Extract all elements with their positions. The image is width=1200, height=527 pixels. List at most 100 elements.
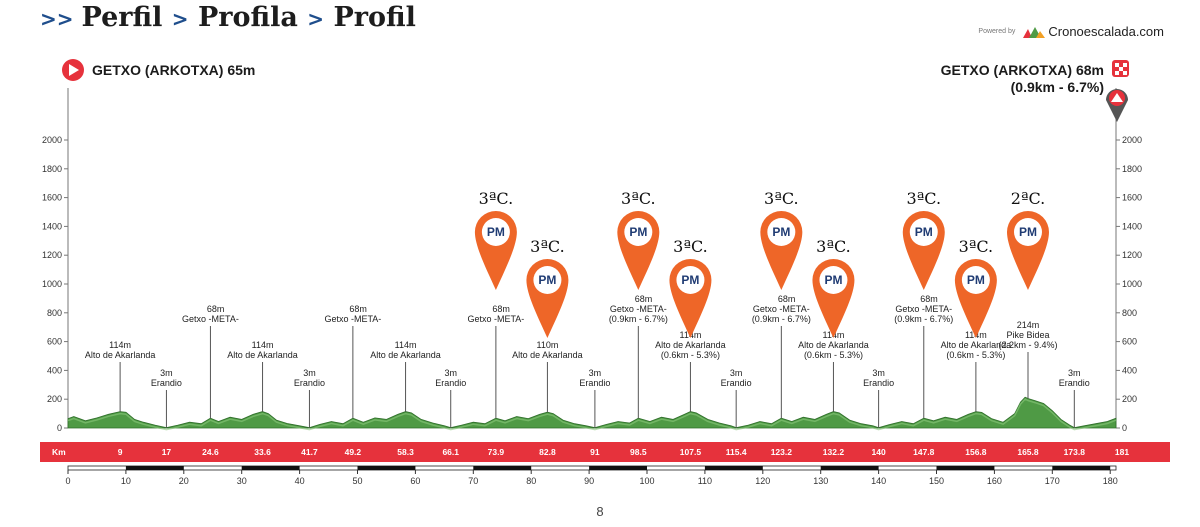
km-bar-title: Km [52, 447, 66, 457]
climb-marker: PM 3ªC. [812, 237, 855, 338]
annotation-elevation: 110m [536, 340, 558, 350]
annotation-name: Alto de Akarlanda [370, 350, 441, 360]
annotation-name: Getxo -META- [467, 314, 524, 324]
y-tick-label-right: 1400 [1122, 221, 1142, 231]
annotation-name: Erandio [435, 378, 466, 388]
climb-label: PM [629, 225, 647, 239]
y-tick-label-left: 1000 [42, 279, 62, 289]
annotation-name: Alto de Akarlanda [227, 350, 298, 360]
flag-check [1115, 63, 1119, 67]
distance-scale-segment [125, 466, 184, 470]
climb-label: PM [538, 273, 556, 287]
x-tick-label: 30 [237, 476, 247, 486]
climb-category: 3ªC. [530, 237, 565, 256]
y-tick-label-left: 1400 [42, 221, 62, 231]
annotation-elevation: 68m [492, 304, 510, 314]
page-title: >> Perfil > Profila > Profil [40, 2, 416, 36]
x-tick-label: 90 [584, 476, 594, 486]
distance-scale-segment [704, 466, 763, 470]
annotation-name: Getxo -META- [895, 304, 952, 314]
km-marker-label: 140 [872, 447, 886, 457]
x-tick-label: 60 [410, 476, 420, 486]
y-tick-label-right: 0 [1122, 423, 1127, 433]
climb-label: PM [915, 225, 933, 239]
pin-inner-circle [676, 266, 705, 294]
climb-marker: PM 3ªC. [474, 189, 517, 290]
annotation-name: Pike Bidea [1006, 330, 1049, 340]
km-marker-label: 58.3 [397, 447, 414, 457]
title-lead: >> [40, 7, 74, 31]
y-tick-label-right: 200 [1122, 394, 1137, 404]
y-tick-label-left: 1200 [42, 250, 62, 260]
km-marker-label: 9 [118, 447, 123, 457]
annotation-elevation: 3m [444, 368, 457, 378]
km-marker-label: 181 [1115, 447, 1129, 457]
y-axis-right: 0 200 400 600 800 1000 1200 1400 1600 1800 2000 [1116, 135, 1142, 433]
y-tick-label-left: 1800 [42, 164, 62, 174]
climb-marker: PM 2ªC. [1006, 189, 1049, 290]
climb-marker: PM 3ªC. [617, 189, 660, 290]
play-icon [69, 64, 79, 76]
distance-scale-segment [820, 466, 879, 470]
distance-scale-segment [1052, 466, 1111, 470]
annotation-name: Erandio [863, 378, 894, 388]
x-tick-label: 40 [295, 476, 305, 486]
annotation-elevation: 3m [303, 368, 316, 378]
y-axis-left: 0 200 400 600 800 1000 1200 1400 1600 1800 2000 [42, 135, 68, 433]
climb-category: 2ªC. [1011, 189, 1046, 208]
distance-scale-segment [241, 466, 300, 470]
climb-label: PM [824, 273, 842, 287]
pin-inner-circle [624, 218, 653, 246]
km-marker-label: 49.2 [345, 447, 362, 457]
x-tick-label: 20 [179, 476, 189, 486]
distance-scale-segment [936, 466, 995, 470]
x-tick-label: 110 [698, 476, 712, 486]
pin-inner-circle [533, 266, 562, 294]
x-tick-label: 130 [813, 476, 828, 486]
annotation-elevation: 114m [252, 340, 274, 350]
x-tick-label: 70 [468, 476, 478, 486]
y-tick-label-right: 1600 [1122, 193, 1142, 203]
start-label: GETXO (ARKOTXA) 65m [92, 62, 256, 78]
distance-scale-segment [473, 466, 532, 470]
x-tick-label: 180 [1103, 476, 1118, 486]
climb-category: 3ªC. [673, 237, 708, 256]
km-marker-label: 33.6 [254, 447, 271, 457]
annotation-elevation: 3m [1068, 368, 1081, 378]
elevation-area [67, 396, 1117, 431]
powered-by-label: Powered by [978, 28, 1016, 35]
x-tick-label: 160 [987, 476, 1002, 486]
x-tick-label: 50 [352, 476, 362, 486]
pin-inner-circle [1013, 218, 1042, 246]
y-tick-label-right: 1800 [1122, 164, 1142, 174]
km-marker-label: 73.9 [488, 447, 505, 457]
y-tick-label-left: 200 [47, 394, 62, 404]
climb-marker: PM 3ªC. [526, 237, 569, 338]
y-tick-label-left: 800 [47, 308, 62, 318]
climb-category: 3ªC. [621, 189, 656, 208]
km-marker-label: 98.5 [630, 447, 647, 457]
annotation-detail: (0.9km - 6.7%) [894, 314, 953, 324]
pin-inner-circle [819, 266, 848, 294]
annotation-name: Alto de Akarlanda [512, 350, 583, 360]
annotation-detail: (0.6km - 5.3%) [661, 350, 720, 360]
pin-inner-circle [481, 218, 510, 246]
x-tick-label: 140 [871, 476, 886, 486]
km-marker-label: 147.8 [913, 447, 935, 457]
annotation-elevation: 114m [109, 340, 131, 350]
km-bar: Km 9 17 24.6 33.6 41.7 49.2 58.3 66.1 73.9 82.8 91 9… [40, 442, 1170, 462]
km-bar-background [40, 442, 1170, 462]
x-tick-label: 100 [639, 476, 654, 486]
annotation-elevation: 3m [730, 368, 743, 378]
y-tick-label-left: 2000 [42, 135, 62, 145]
elevation-highlight [67, 398, 1117, 431]
flag-check [1119, 67, 1123, 71]
x-tick-label: 170 [1045, 476, 1060, 486]
km-marker-label: 41.7 [301, 447, 318, 457]
annotation-detail: (0.9km - 6.7%) [609, 314, 668, 324]
climb-marker: PM 3ªC. [954, 237, 997, 338]
annotation-elevation: 68m [920, 294, 938, 304]
finish-sublabel: (0.9km - 6.7%) [1010, 79, 1104, 95]
annotation-elevation: 214m [1017, 320, 1040, 330]
